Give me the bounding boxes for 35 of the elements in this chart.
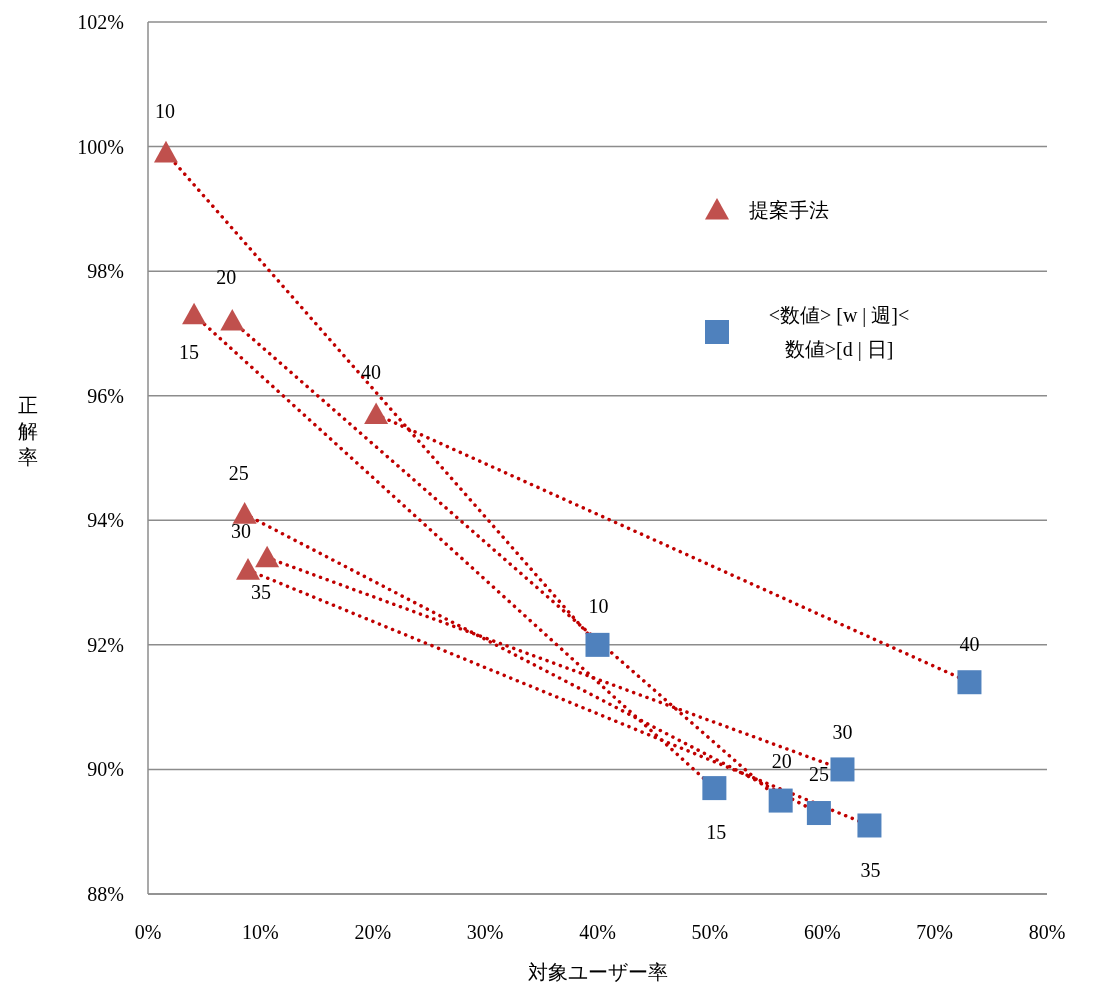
annotation: 15 — [179, 340, 200, 363]
annotation: 25 — [228, 462, 249, 485]
annotation: 30 — [832, 721, 853, 744]
x-tick-label: 60% — [803, 921, 841, 943]
y-tick-label: 92% — [87, 633, 124, 656]
legend-label: <数値> [w | 週]<数値>[d | 日] — [768, 304, 910, 361]
annotation: 40 — [959, 633, 980, 656]
annotation: 35 — [860, 859, 881, 882]
y-tick-label: 88% — [87, 883, 124, 905]
x-tick-label: 20% — [354, 921, 392, 943]
annotation: 35 — [251, 581, 272, 604]
annotation: 25 — [808, 763, 829, 786]
annotation: 10 — [154, 99, 175, 122]
y-tick-label: 96% — [87, 384, 124, 407]
annotation: 30 — [231, 519, 252, 542]
legend-label: 提案手法 — [749, 199, 829, 221]
x-tick-label: 80% — [1028, 921, 1066, 943]
y-tick-label: 98% — [87, 260, 124, 283]
x-tick-label: 30% — [466, 921, 504, 943]
annotation: 20 — [771, 749, 792, 772]
y-axis-title: 正解率 — [18, 394, 38, 468]
x-tick-label: 0% — [134, 921, 162, 943]
y-tick-label: 102% — [77, 11, 124, 33]
annotation: 10 — [588, 594, 609, 617]
y-tick-label: 90% — [87, 758, 124, 781]
y-tick-label: 94% — [87, 509, 124, 532]
annotation: 40 — [361, 361, 382, 384]
y-tick-label: 100% — [77, 135, 124, 158]
annotation: 20 — [216, 265, 237, 288]
x-tick-label: 70% — [916, 921, 953, 943]
x-tick-label: 10% — [242, 921, 279, 943]
x-tick-label: 50% — [691, 921, 729, 943]
annotation: 15 — [706, 821, 727, 844]
x-axis-title: 対象ユーザー率 — [527, 961, 668, 983]
x-tick-label: 40% — [579, 921, 616, 943]
